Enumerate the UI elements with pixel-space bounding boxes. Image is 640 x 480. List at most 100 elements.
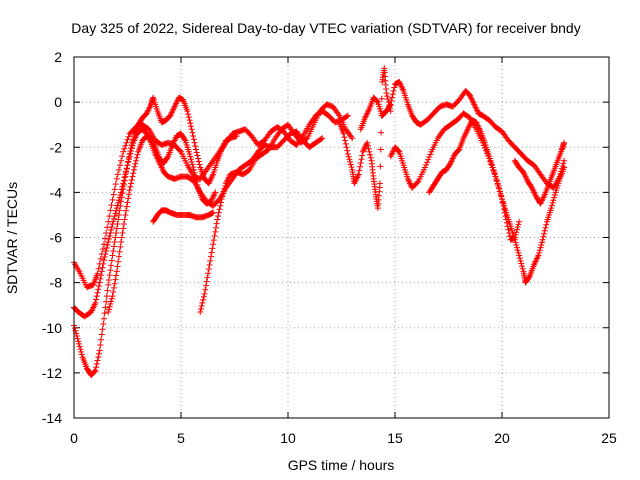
data-point (97, 275, 104, 282)
data-point (105, 281, 112, 288)
data-point (209, 245, 216, 252)
data-point (105, 239, 112, 246)
data-point (357, 160, 364, 167)
data-point (538, 242, 545, 249)
data-point (197, 308, 204, 315)
data-point (123, 139, 130, 146)
data-point (543, 221, 550, 228)
data-point (93, 360, 100, 367)
data-point (96, 347, 103, 354)
data-point (377, 180, 384, 187)
data-point (187, 156, 194, 163)
data-point (426, 154, 433, 161)
data-point (114, 220, 121, 227)
data-point (93, 364, 100, 371)
data-point (220, 190, 227, 197)
x-tick-labels: 0 5 10 15 20 25 (70, 430, 617, 446)
data-point (217, 202, 224, 209)
data-point (518, 263, 525, 270)
data-point (218, 196, 225, 203)
data-point (195, 155, 202, 162)
data-point (110, 191, 117, 198)
data-point (359, 152, 366, 159)
data-point (391, 84, 398, 91)
data-point (198, 302, 205, 309)
data-point (118, 198, 125, 205)
data-point (303, 135, 310, 142)
data-point (210, 209, 217, 216)
y-tick-label: -2 (50, 139, 63, 155)
data-point (200, 296, 207, 303)
data-point (134, 151, 141, 158)
data-point (122, 142, 129, 149)
data-point (118, 239, 125, 246)
data-point (193, 178, 200, 185)
y-tick-labels: 2 0 -2 -4 -6 -8 -10 -12 -14 (42, 49, 62, 426)
series-arc-a (71, 108, 351, 291)
data-point (113, 175, 120, 182)
data-point (190, 132, 197, 139)
data-point (204, 274, 211, 281)
y-tick-label: 0 (54, 94, 62, 110)
data-point (109, 252, 116, 259)
data-point (184, 108, 191, 115)
data-point (112, 181, 119, 188)
data-point (344, 147, 351, 154)
data-point (199, 299, 206, 306)
data-point (341, 134, 348, 141)
data-point (125, 133, 132, 140)
data-point (519, 265, 526, 272)
data-point (94, 357, 101, 364)
data-point (97, 255, 104, 262)
data-point (187, 123, 194, 130)
data-point (99, 246, 106, 253)
data-point (215, 213, 222, 220)
data-point (122, 173, 129, 180)
data-point (114, 263, 121, 270)
data-point (188, 158, 195, 165)
data-point (395, 148, 402, 155)
series-arc-d (105, 130, 219, 315)
data-point (496, 185, 503, 192)
data-point (343, 144, 350, 151)
data-point (125, 158, 132, 165)
grid-lines (74, 57, 609, 418)
y-axis-label: SDTVAR / TECUs (4, 182, 20, 294)
data-point (106, 232, 113, 239)
data-point (105, 276, 112, 283)
data-point (95, 350, 102, 357)
data-point (516, 218, 523, 225)
data-point (220, 188, 227, 195)
data-point (189, 161, 196, 168)
data-point (559, 163, 566, 170)
data-point (106, 213, 113, 220)
data-point (122, 211, 129, 218)
y-tick-label: -8 (50, 275, 63, 291)
data-point (343, 113, 350, 120)
data-point (121, 216, 128, 223)
series-arc-e (150, 207, 217, 225)
data-point (115, 211, 122, 218)
data-point (126, 187, 133, 194)
data-point (517, 257, 524, 264)
data-point (211, 232, 218, 239)
data-point (130, 166, 137, 173)
data-point (318, 135, 325, 142)
data-point (112, 210, 119, 217)
data-point (191, 169, 198, 176)
data-point (130, 170, 137, 177)
data-point (513, 226, 520, 233)
data-point (110, 243, 117, 250)
data-point (128, 145, 135, 152)
data-point (186, 151, 193, 158)
data-point (212, 189, 219, 196)
data-point (212, 228, 219, 235)
data-point (124, 162, 131, 169)
x-tick-label: 0 (70, 430, 78, 446)
data-point (186, 117, 193, 124)
data-point (346, 156, 353, 163)
data-point (367, 151, 374, 158)
data-point (340, 130, 347, 137)
data-point (551, 194, 558, 201)
